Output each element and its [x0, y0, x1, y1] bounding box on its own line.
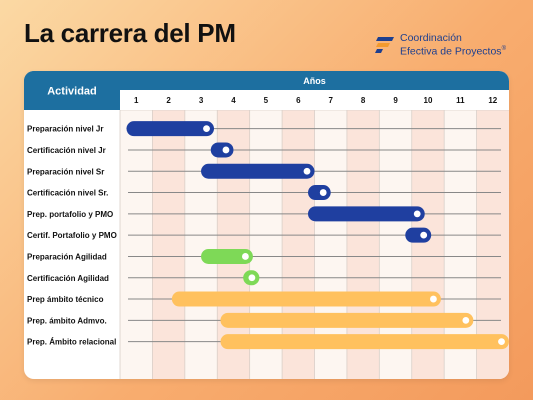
x-tick-label: 9: [393, 96, 398, 105]
row-label: Prep. portafolio y PMO: [27, 210, 113, 219]
x-tick-label: 5: [264, 96, 269, 105]
row-label: Certificación nivel Jr: [27, 146, 106, 155]
gantt-row: Prep. Ámbito relacional: [27, 334, 509, 349]
row-label: Prep. Ámbito relacional: [27, 338, 116, 347]
header-activity-label: Actividad: [47, 86, 97, 98]
x-tick-label: 3: [199, 96, 204, 105]
task-end-marker: [242, 253, 249, 260]
gantt-row: Prep ámbito técnico: [27, 292, 501, 307]
row-label: Certif. Portafolio y PMO: [27, 231, 117, 240]
header-year-row: [120, 90, 509, 110]
x-tick-label: 2: [166, 96, 171, 105]
x-tick-label: 8: [361, 96, 366, 105]
x-tick-label: 11: [456, 96, 465, 105]
row-label: Preparación nivel Sr: [27, 167, 104, 176]
task-end-marker: [248, 274, 255, 281]
page-title: La carrera del PM: [24, 18, 236, 49]
brand-logo-icon: [374, 35, 396, 55]
row-label: Prep. ámbito Admvo.: [27, 316, 107, 325]
task-end-marker: [320, 189, 327, 196]
task-bar: [211, 142, 234, 157]
task-end-marker: [304, 168, 311, 175]
task-end-marker: [498, 338, 505, 345]
task-end-marker: [420, 232, 427, 239]
row-label: Prep ámbito técnico: [27, 295, 104, 304]
row-label: Preparación Agilidad: [27, 252, 107, 261]
x-tick-label: 12: [488, 96, 497, 105]
task-end-marker: [203, 125, 210, 132]
gantt-card: Actividad Años 1 2 3 4 5 6 7 8 9 10 11 12 Preparación…: [24, 71, 509, 379]
task-bar: [201, 164, 314, 179]
x-tick-label: 4: [231, 96, 236, 105]
x-tick-label: 1: [134, 96, 139, 105]
x-tick-label: 7: [328, 96, 333, 105]
brand-logo: Coordinación Efectiva de Proyectos®: [374, 33, 506, 58]
brand-name-line1: Coordinación: [400, 33, 506, 44]
task-bar: [405, 228, 431, 243]
x-tick-label: 6: [296, 96, 301, 105]
row-label: Certificación nivel Sr.: [27, 189, 108, 198]
row-label: Certificación Agilidad: [27, 274, 109, 283]
task-bar: [220, 334, 509, 349]
x-tick-label: 10: [424, 96, 433, 105]
task-bar: [172, 292, 441, 307]
task-bar: [308, 206, 425, 221]
gantt-row: Prep. ámbito Admvo.: [27, 313, 501, 328]
task-bar: [308, 185, 331, 200]
task-end-marker: [462, 317, 469, 324]
task-end-marker: [223, 147, 230, 154]
brand-name: Coordinación Efectiva de Proyectos®: [400, 33, 506, 58]
task-end-marker: [414, 210, 421, 217]
row-label: Preparación nivel Jr: [27, 125, 103, 134]
task-end-marker: [430, 296, 437, 303]
header-years-label: Años: [303, 76, 326, 86]
task-bar: [220, 313, 473, 328]
task-bar: [126, 121, 214, 136]
brand-registered-mark: ®: [502, 46, 506, 52]
brand-name-line2: Efectiva de Proyectos: [400, 46, 502, 58]
